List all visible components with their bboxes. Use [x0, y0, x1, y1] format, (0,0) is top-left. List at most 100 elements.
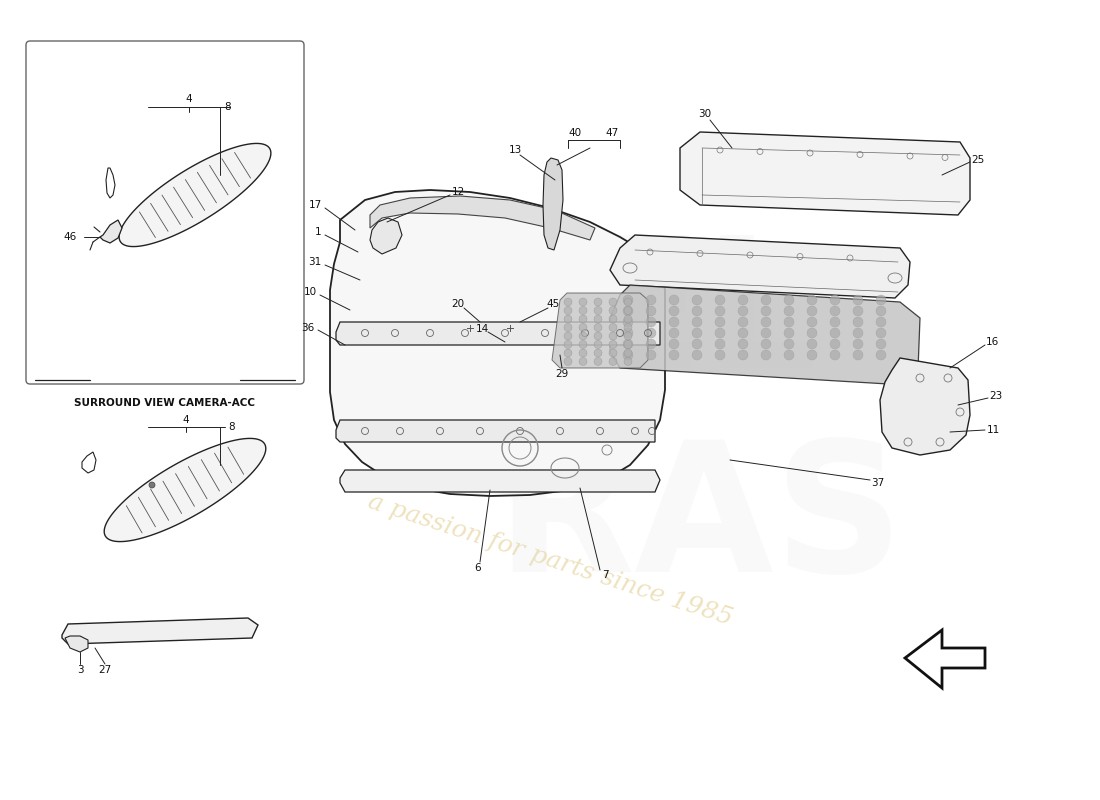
- Circle shape: [715, 339, 725, 349]
- Polygon shape: [336, 420, 654, 442]
- Circle shape: [715, 328, 725, 338]
- Circle shape: [807, 328, 817, 338]
- Text: 29: 29: [556, 369, 569, 379]
- Circle shape: [624, 315, 632, 323]
- Text: 23: 23: [989, 391, 1002, 401]
- Circle shape: [594, 315, 602, 323]
- Polygon shape: [905, 630, 984, 688]
- Circle shape: [807, 350, 817, 360]
- Circle shape: [715, 306, 725, 316]
- Circle shape: [579, 323, 587, 331]
- Polygon shape: [880, 358, 970, 455]
- Circle shape: [692, 339, 702, 349]
- Circle shape: [669, 306, 679, 316]
- Text: 37: 37: [871, 478, 884, 488]
- Circle shape: [623, 295, 632, 305]
- Circle shape: [761, 306, 771, 316]
- Text: 36: 36: [301, 323, 315, 333]
- Circle shape: [579, 341, 587, 349]
- Polygon shape: [610, 235, 910, 298]
- Circle shape: [830, 306, 840, 316]
- Text: SURROUND VIEW CAMERA-ACC: SURROUND VIEW CAMERA-ACC: [75, 398, 255, 408]
- Text: 10: 10: [304, 287, 317, 297]
- Circle shape: [594, 341, 602, 349]
- Circle shape: [579, 332, 587, 340]
- Text: 1: 1: [315, 227, 321, 237]
- Circle shape: [609, 358, 617, 366]
- Circle shape: [784, 295, 794, 305]
- Circle shape: [646, 317, 656, 327]
- Text: 16: 16: [986, 337, 999, 347]
- Text: 12: 12: [451, 187, 464, 197]
- Circle shape: [624, 323, 632, 331]
- Circle shape: [692, 350, 702, 360]
- Text: 6: 6: [475, 563, 482, 573]
- Circle shape: [646, 350, 656, 360]
- Polygon shape: [104, 438, 266, 542]
- Circle shape: [609, 306, 617, 314]
- Circle shape: [807, 295, 817, 305]
- Circle shape: [564, 358, 572, 366]
- Circle shape: [852, 317, 864, 327]
- Circle shape: [609, 315, 617, 323]
- Polygon shape: [330, 190, 666, 496]
- Circle shape: [579, 315, 587, 323]
- Text: 45: 45: [547, 299, 560, 309]
- Circle shape: [830, 339, 840, 349]
- Text: 4: 4: [183, 415, 189, 425]
- Circle shape: [669, 317, 679, 327]
- Circle shape: [148, 482, 155, 488]
- Circle shape: [624, 341, 632, 349]
- Text: a passion for parts since 1985: a passion for parts since 1985: [365, 490, 735, 630]
- Circle shape: [738, 295, 748, 305]
- Circle shape: [669, 350, 679, 360]
- Circle shape: [609, 298, 617, 306]
- Circle shape: [807, 317, 817, 327]
- Circle shape: [609, 349, 617, 357]
- Text: 25: 25: [971, 155, 984, 165]
- Circle shape: [594, 358, 602, 366]
- Circle shape: [669, 339, 679, 349]
- Circle shape: [564, 332, 572, 340]
- Circle shape: [852, 328, 864, 338]
- Circle shape: [669, 328, 679, 338]
- Circle shape: [579, 358, 587, 366]
- Circle shape: [594, 349, 602, 357]
- Circle shape: [876, 295, 886, 305]
- Circle shape: [669, 295, 679, 305]
- Circle shape: [579, 306, 587, 314]
- Circle shape: [692, 295, 702, 305]
- Polygon shape: [370, 196, 595, 240]
- Circle shape: [594, 332, 602, 340]
- Circle shape: [807, 306, 817, 316]
- Polygon shape: [680, 132, 970, 215]
- Circle shape: [761, 317, 771, 327]
- Circle shape: [784, 306, 794, 316]
- Circle shape: [624, 306, 632, 314]
- Circle shape: [784, 350, 794, 360]
- Text: 13: 13: [508, 145, 521, 155]
- Circle shape: [715, 317, 725, 327]
- Circle shape: [564, 306, 572, 314]
- Circle shape: [624, 358, 632, 366]
- Circle shape: [624, 349, 632, 357]
- Circle shape: [738, 328, 748, 338]
- Circle shape: [623, 350, 632, 360]
- Text: 27: 27: [98, 665, 111, 675]
- Text: 47: 47: [605, 128, 618, 138]
- Polygon shape: [65, 636, 88, 652]
- Text: 8: 8: [224, 102, 231, 112]
- Circle shape: [876, 350, 886, 360]
- Circle shape: [784, 328, 794, 338]
- Circle shape: [852, 350, 864, 360]
- Circle shape: [738, 306, 748, 316]
- Circle shape: [876, 339, 886, 349]
- Text: 14: 14: [475, 324, 488, 334]
- Circle shape: [738, 317, 748, 327]
- Circle shape: [564, 323, 572, 331]
- Circle shape: [623, 317, 632, 327]
- FancyBboxPatch shape: [26, 41, 304, 384]
- Polygon shape: [62, 618, 258, 644]
- Polygon shape: [100, 220, 122, 243]
- Circle shape: [852, 339, 864, 349]
